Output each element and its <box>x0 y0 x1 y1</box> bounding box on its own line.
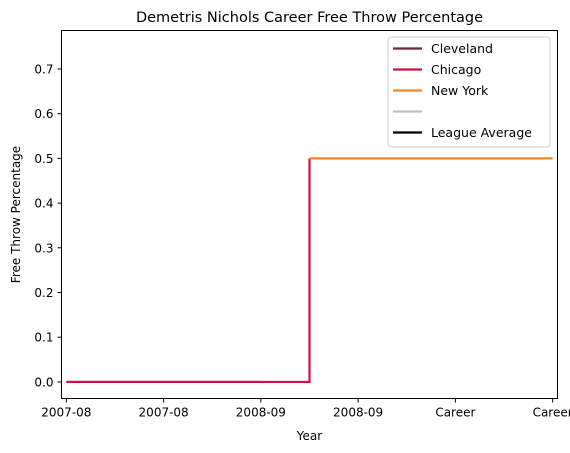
legend-label: Chicago <box>431 62 481 77</box>
y-tick-label: 0.1 <box>34 331 53 345</box>
y-tick-label: 0.0 <box>34 375 53 389</box>
y-axis: 0.0 0.1 0.2 0.3 0.4 0.5 0.6 0.7 <box>34 62 62 389</box>
x-tick-label: 2007-08 <box>139 406 189 420</box>
plot-lines <box>66 157 553 384</box>
chart-title: Demetris Nichols Career Free Throw Perce… <box>136 10 483 26</box>
y-tick-label: 0.5 <box>34 152 53 166</box>
y-tick-label: 0.4 <box>34 197 53 211</box>
x-tick-label: Career <box>435 406 475 420</box>
x-tick-label: 2008-09 <box>236 406 286 420</box>
legend-box <box>387 36 551 148</box>
legend-label: Cleveland <box>431 41 493 56</box>
legend: Cleveland Chicago New York League Average <box>387 36 551 148</box>
series-line-1 <box>66 158 311 384</box>
x-tick-label: 2008-09 <box>333 406 383 420</box>
x-axis-label: Year <box>296 429 322 443</box>
y-tick-label: 0.3 <box>34 241 53 255</box>
y-tick-label: 0.2 <box>34 286 53 300</box>
y-tick-label: 0.6 <box>34 107 53 121</box>
x-tick-label: Career <box>533 406 570 420</box>
y-axis-label: Free Throw Percentage <box>9 146 23 283</box>
x-tick-label: 2007-08 <box>41 406 91 420</box>
legend-label: League Average <box>431 125 532 140</box>
legend-label: New York <box>431 83 489 98</box>
x-axis: 2007-08 2007-08 2008-09 2008-09 Career Career <box>41 398 570 420</box>
y-tick-label: 0.7 <box>34 62 53 76</box>
plot-frame <box>61 30 558 399</box>
